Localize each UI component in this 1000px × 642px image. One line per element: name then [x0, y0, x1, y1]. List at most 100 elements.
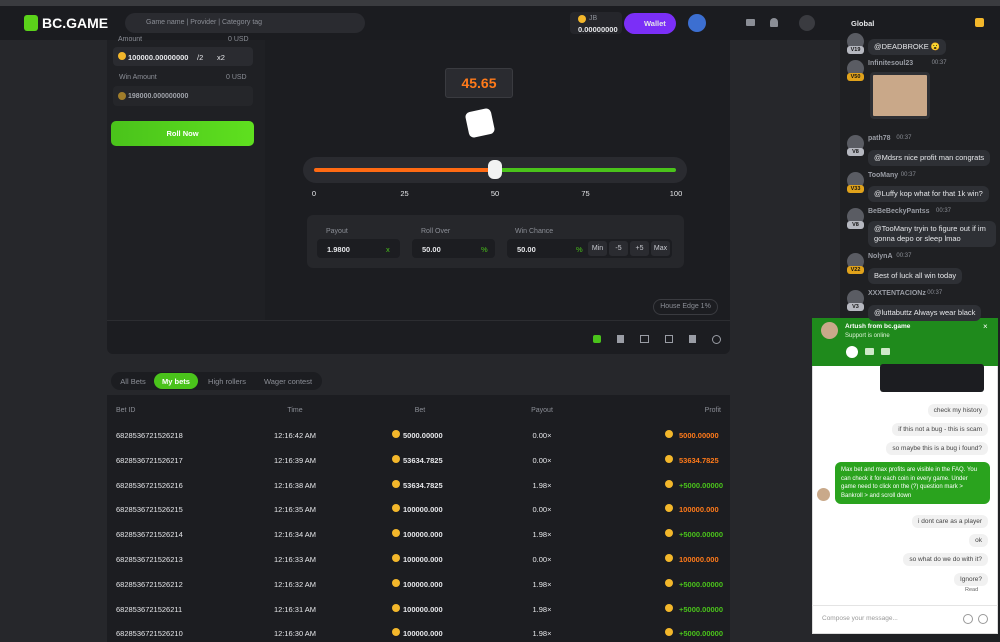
- search-box[interactable]: [125, 13, 365, 33]
- trophy-icon[interactable]: [975, 18, 984, 27]
- tab[interactable]: All Bets: [120, 377, 146, 386]
- currency: JB: [589, 15, 598, 22]
- coin-icon: [392, 603, 400, 612]
- help-icon[interactable]: [712, 335, 721, 344]
- profit: +5000.00000: [679, 579, 724, 589]
- coin-icon: [665, 628, 673, 637]
- coin-icon: [118, 92, 126, 100]
- bet-panel: [107, 40, 265, 320]
- coin-icon: [392, 554, 400, 562]
- chat-avatar: [847, 290, 864, 307]
- amount: 100000.00000000: [128, 53, 189, 62]
- sound-icon[interactable]: [593, 335, 601, 343]
- win-chance: 50.00: [517, 245, 536, 254]
- bet-amount: 100000.000: [403, 555, 443, 564]
- search-icon[interactable]: [846, 346, 858, 358]
- chat-avatar: [847, 135, 864, 152]
- profit: +5000.00000: [679, 604, 724, 614]
- result-box: [445, 68, 513, 98]
- attach-button[interactable]: [978, 614, 988, 624]
- coin-icon: [118, 52, 126, 60]
- chance-button[interactable]: [609, 241, 628, 256]
- chat-tab[interactable]: Global: [851, 19, 875, 28]
- coin-icon: [665, 578, 673, 587]
- chat-user: path78: [868, 135, 891, 142]
- coin-icon: [392, 479, 400, 488]
- fair-icon[interactable]: [689, 335, 696, 343]
- amount-input[interactable]: [113, 47, 253, 66]
- coin-icon: [665, 504, 673, 513]
- win-amount-input: [113, 86, 253, 106]
- roll-button-label: Roll Now: [166, 129, 199, 138]
- chat-text: Best of luck all win today: [874, 271, 957, 280]
- payout: 1.98×: [532, 579, 552, 589]
- mail-icon[interactable]: [746, 19, 755, 26]
- wallet-button[interactable]: [624, 13, 676, 34]
- bet-amount: 100000.000: [403, 579, 443, 589]
- win-amount-label: Win Amount: [119, 74, 157, 81]
- bet-time: 12:16:32 AM: [273, 579, 317, 589]
- chart-icon[interactable]: [665, 335, 673, 343]
- hotkey-icon[interactable]: [617, 335, 624, 343]
- payout: 1.98×: [532, 480, 552, 490]
- chat-message: @luttabuttz Always wear black: [868, 305, 982, 321]
- profit: +5000.00000: [679, 530, 724, 540]
- emoji-button[interactable]: [963, 614, 973, 624]
- chat-avatar: [847, 60, 864, 77]
- logo-icon: [24, 15, 38, 31]
- column-header: Bet: [414, 407, 426, 414]
- avatar[interactable]: [688, 14, 706, 32]
- agent-avatar: [821, 322, 838, 339]
- user-message: so what do we do with it?: [903, 553, 988, 566]
- half-button[interactable]: /2: [197, 53, 204, 62]
- profit: 5000.00000: [679, 431, 719, 440]
- slider-thumb[interactable]: [488, 160, 502, 179]
- wallet-label: Wallet: [644, 19, 666, 28]
- screenshot-attachment[interactable]: [880, 364, 984, 392]
- bet-time: 12:16:31 AM: [273, 604, 317, 614]
- win-chance-label: Win Chance: [515, 228, 554, 235]
- chance-button-label: Max: [653, 245, 668, 252]
- compose-input[interactable]: Compose your message...: [822, 615, 898, 622]
- email-icon[interactable]: [865, 348, 874, 355]
- chat-time: 00:37: [936, 208, 952, 214]
- win-chance-unit: %: [576, 245, 583, 254]
- user-message: Ignore?: [953, 573, 988, 586]
- coin-icon: [665, 529, 673, 538]
- payout: 1.98×: [532, 604, 552, 614]
- chat-image: [870, 72, 930, 119]
- roll-over-input[interactable]: [412, 239, 495, 258]
- bet-amount: 5000.00000: [403, 431, 443, 440]
- tab[interactable]: My bets: [162, 377, 190, 386]
- logo[interactable]: BC.GAME: [42, 15, 109, 31]
- roll-button[interactable]: [111, 121, 254, 146]
- telegram-icon[interactable]: [881, 348, 890, 355]
- chance-button[interactable]: [630, 241, 649, 256]
- active-tab[interactable]: [154, 373, 198, 389]
- level-badge: V8: [847, 148, 864, 156]
- stats-icon[interactable]: [640, 335, 649, 343]
- tab[interactable]: Wager contest: [263, 377, 313, 386]
- slider-label: 25: [400, 189, 409, 198]
- bet-time: 12:16:38 AM: [273, 480, 317, 490]
- payout-input[interactable]: [317, 239, 400, 258]
- chance-button[interactable]: [651, 241, 670, 256]
- chat-message: @Mdsrs nice profit man congrats: [868, 150, 991, 166]
- chat-message: Best of luck all win today: [868, 268, 963, 284]
- chat-toggle[interactable]: [799, 15, 815, 31]
- chat-header: [840, 6, 1000, 40]
- roll-over-unit: %: [481, 245, 488, 254]
- chat-avatar: [847, 208, 864, 225]
- chance-button[interactable]: [588, 241, 607, 256]
- close-button[interactable]: ×: [983, 322, 988, 331]
- bet-time: 12:16:34 AM: [273, 530, 317, 540]
- search-placeholder: Game name | Provider | Category tag: [146, 19, 263, 26]
- double-button[interactable]: x2: [217, 53, 225, 62]
- tab[interactable]: High rollers: [208, 377, 246, 386]
- payout: 1.9800: [327, 245, 350, 254]
- column-header: Bet ID: [116, 407, 136, 414]
- profit: 53634.7825: [679, 455, 719, 465]
- chat-message: @DEADBROKE 😮: [868, 39, 947, 55]
- bell-icon[interactable]: [770, 18, 778, 27]
- slider-lose: [314, 168, 495, 172]
